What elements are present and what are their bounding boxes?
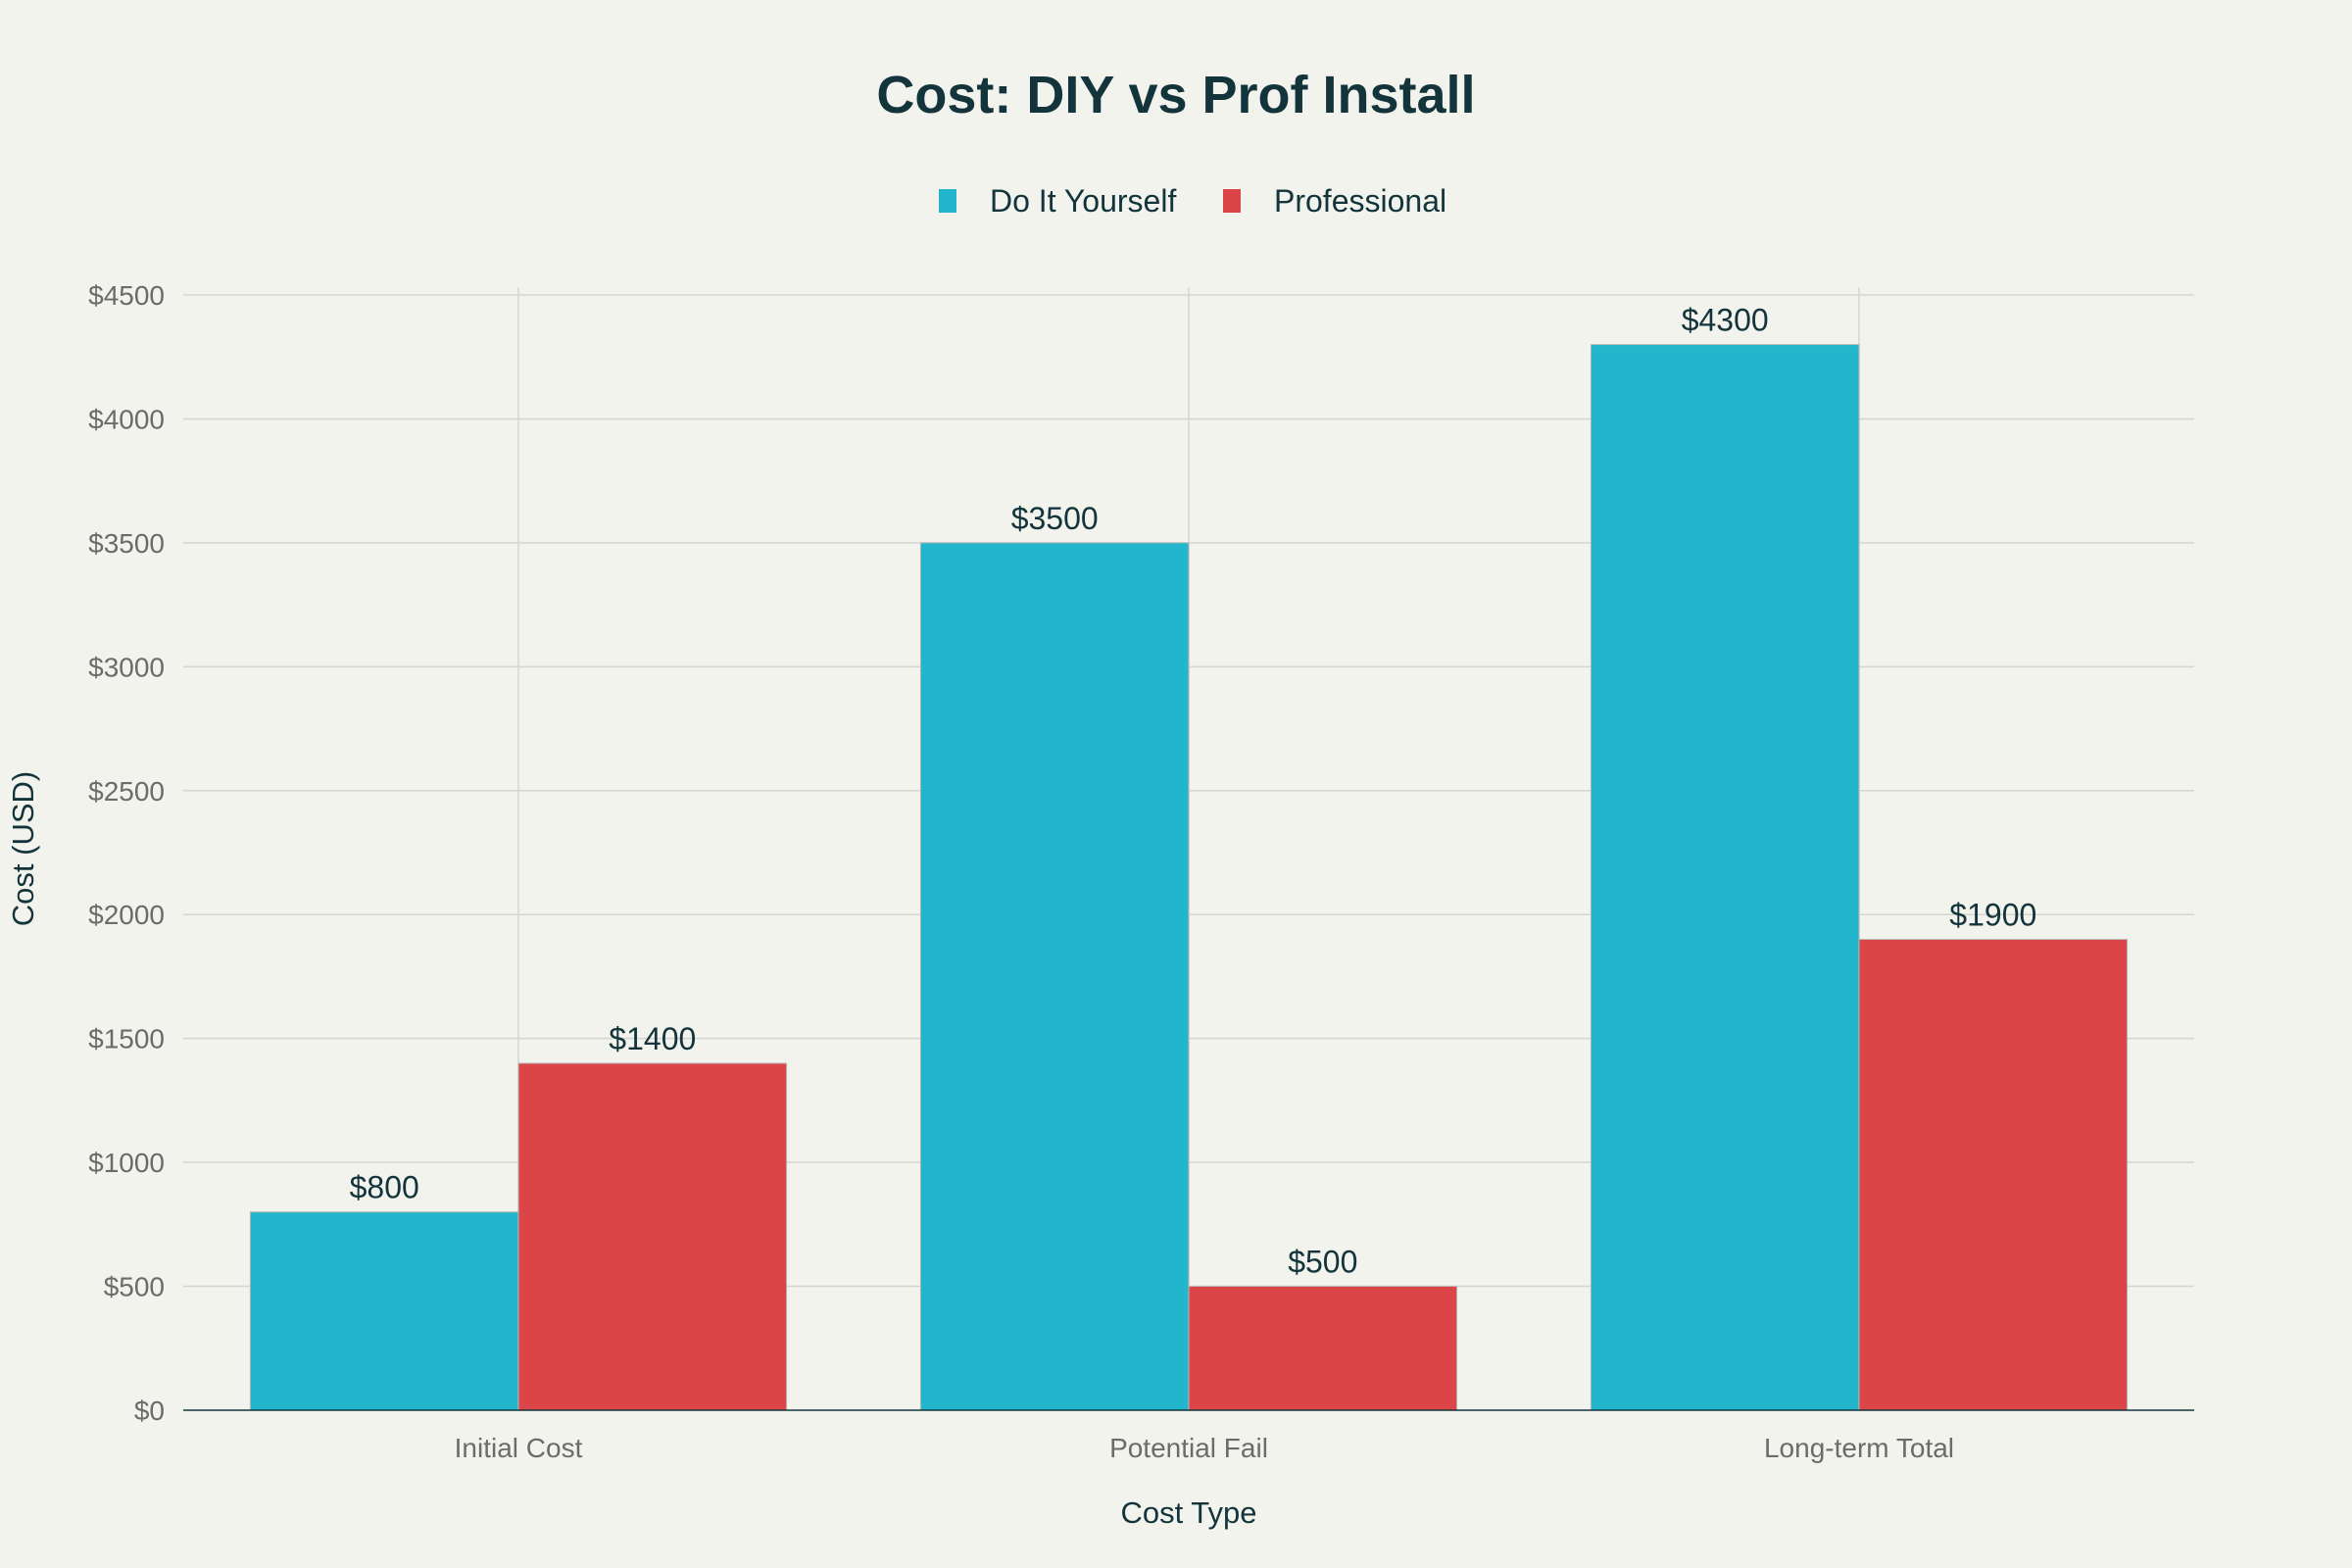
bars: $800 $3500 $4300 $1400 $500 $1900 (249, 303, 2129, 1411)
y-tick-label: $4000 (88, 404, 165, 434)
y-tick-label: $0 (134, 1396, 165, 1426)
legend: Do It Yourself Professional (939, 183, 1446, 219)
data-label: $4300 (1682, 303, 1769, 338)
bar-diy (1590, 344, 1860, 1411)
x-tick-label: Potential Fail (1109, 1433, 1268, 1463)
axes: $0 $500 $1000 $1500 $2000 $2500 $3000 $3500 $400… (88, 280, 2194, 1463)
data-label: $1900 (1949, 898, 2036, 933)
bar-professional (517, 1062, 788, 1411)
y-tick-label: $2000 (88, 900, 165, 930)
data-label: $800 (350, 1170, 419, 1205)
x-tick-label: Long-term Total (1764, 1433, 1954, 1463)
legend-label: Professional (1274, 183, 1446, 219)
y-tick-label: $2500 (88, 776, 165, 807)
data-label: $3500 (1011, 501, 1099, 536)
bar-diy (919, 542, 1190, 1411)
bar-professional (1188, 1286, 1458, 1411)
legend-label: Do It Yourself (990, 183, 1176, 219)
data-label: $500 (1288, 1245, 1357, 1280)
y-tick-label: $500 (104, 1272, 165, 1302)
y-axis-title: Cost (USD) (6, 771, 40, 926)
x-axis-title: Cost Type (1120, 1495, 1256, 1530)
legend-swatch-0 (939, 189, 956, 213)
y-tick-label: $3000 (88, 652, 165, 682)
y-tick-label: $1500 (88, 1024, 165, 1054)
legend-swatch-1 (1223, 189, 1241, 213)
data-label: $1400 (609, 1021, 696, 1056)
y-tick-label: $3500 (88, 528, 165, 559)
x-tick-label: Initial Cost (455, 1433, 583, 1463)
y-tick-label: $4500 (88, 280, 165, 311)
y-tick-label: $1000 (88, 1148, 165, 1178)
chart-title: Cost: DIY vs Prof Install (876, 66, 1475, 124)
bar-diy (249, 1211, 519, 1411)
bar-professional (1858, 939, 2129, 1411)
